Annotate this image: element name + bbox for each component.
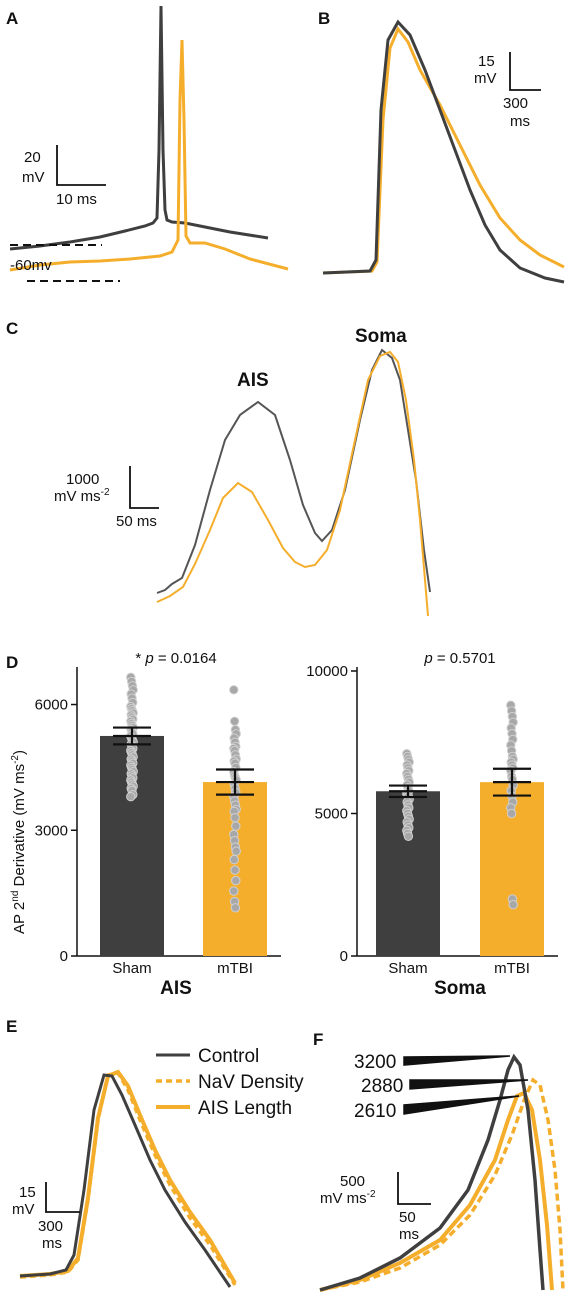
trace-b-control (322, 19, 565, 284)
soma-point (506, 808, 517, 819)
scalebar-f (397, 1172, 431, 1205)
ais-xtick-label-0: Sham (112, 960, 151, 977)
legend: Control NaV Density AIS Length (156, 1046, 304, 1119)
callout-2610 (403, 1095, 520, 1115)
scalebar-c-y-unit: mV ms (54, 488, 101, 505)
scalebar-b-x-value: 300 (503, 95, 528, 112)
scalebar-e (45, 1182, 80, 1213)
ais-chart-title: AIS (160, 978, 192, 999)
trace-f-nav (319, 1077, 565, 1292)
scalebar-f-y-value: 500 (340, 1173, 365, 1190)
callout-2880 (409, 1079, 529, 1090)
soma-xtick-label-1: mTBI (494, 960, 530, 977)
scalebar-e-y-unit: mV (12, 1201, 35, 1218)
ais-xtick-label-1: mTBI (217, 960, 253, 977)
ais-ytick-label-2: 6000 (35, 697, 68, 714)
d-ylabel-sup2: -2 (10, 755, 21, 764)
soma-xtick-label-0: Sham (388, 960, 427, 977)
panel-label-b: B (318, 9, 330, 28)
trace-f-ais (319, 1090, 554, 1292)
scalebar-c-y-exp: -2 (101, 487, 110, 498)
soma-point (403, 831, 414, 841)
scalebar-a-x: 10 ms (56, 191, 97, 208)
scalebar-c-y-value: 1000 (66, 471, 99, 488)
scalebar-c-x: 50 ms (116, 513, 157, 530)
scalebar-f-x-unit: ms (399, 1226, 419, 1243)
ais-point (229, 685, 239, 695)
d-ylabel-pre: AP 2 (11, 902, 28, 934)
panel-c: AIS Soma 1000 mV ms-2 50 ms (54, 326, 431, 617)
trace-a-mtbi (9, 39, 289, 272)
trace-c-control (156, 348, 431, 594)
d-ylabel-sup: nd (10, 891, 21, 902)
ais-stat-label: * p = 0.0164 (135, 650, 216, 667)
soma-point (508, 900, 518, 910)
trace-c-mtbi (156, 350, 429, 617)
ais-point (231, 875, 241, 886)
scalebar-f-y-unit-group: mV ms-2 (320, 1189, 376, 1207)
scalebar-e-y-value: 15 (19, 1184, 36, 1201)
soma-ytick-label-2: 10000 (306, 663, 348, 680)
trace-e-control (19, 1073, 232, 1288)
scalebar-b-y-value: 15 (478, 53, 495, 70)
peak-label-2880: 2880 (361, 1076, 403, 1097)
ais-point (229, 716, 240, 726)
scalebar-a (56, 145, 106, 186)
callout-3200 (403, 1055, 511, 1066)
peak-label-3200: 3200 (354, 1052, 396, 1073)
d-ais-chart: 0 3000 6000 Sham mTBI AIS * p = 0.0164 (35, 650, 281, 999)
trace-b-mtbi (322, 26, 565, 275)
legend-label-ais: AIS Length (198, 1098, 292, 1119)
c-soma-label: Soma (355, 326, 407, 347)
trace-f-control (319, 1053, 545, 1292)
ais-point (126, 792, 136, 802)
ais-point (229, 886, 239, 896)
scalebar-c (129, 466, 159, 509)
d-ylabel-mid: Derivative (mV ms (11, 764, 28, 891)
panel-e: 15 mV 300 ms (12, 1069, 237, 1288)
panel-label-f: F (313, 1030, 323, 1049)
panel-label-d: D (6, 653, 18, 672)
ais-point (229, 854, 239, 865)
ais-point (230, 903, 241, 913)
soma-ytick-label-0: 0 (340, 948, 348, 965)
ais-point (230, 812, 240, 823)
c-ais-label: AIS (237, 370, 269, 391)
ais-point (230, 865, 240, 875)
baseline-label: -60mv (10, 257, 52, 274)
panel-a: -60mv 20 mV 10 ms (9, 5, 289, 282)
scalebar-b-y-unit: mV (474, 70, 497, 87)
ais-point (231, 821, 241, 831)
scalebar-e-x-value: 300 (38, 1218, 63, 1235)
ais-ytick-label-1: 3000 (35, 822, 68, 839)
d-ylabel-post: ) (11, 750, 28, 755)
d-y-axis-label: AP 2nd Derivative (mV ms-2) (10, 750, 28, 934)
soma-chart-title: Soma (434, 978, 486, 999)
d-soma-chart: 0 5000 10000 Sham mTBI Soma p = 0.5701 (306, 650, 558, 999)
scalebar-f-x-value: 50 (399, 1209, 416, 1226)
panel-label-e: E (6, 1017, 17, 1036)
trace-e-ais (19, 1069, 237, 1285)
scalebar-a-y-unit: mV (22, 169, 45, 186)
scalebar-e-x-unit: ms (42, 1235, 62, 1252)
scalebar-f-y-unit: mV ms (320, 1190, 367, 1207)
legend-label-control: Control (198, 1046, 259, 1067)
scalebar-b-x-unit: ms (510, 113, 530, 130)
scalebar-b (509, 52, 541, 91)
trace-a-control (9, 5, 269, 251)
panel-label-a: A (6, 9, 18, 28)
ais-point (231, 846, 241, 856)
scalebar-f-y-exp: -2 (367, 1189, 376, 1200)
scalebar-a-y-value: 20 (24, 149, 41, 166)
panel-label-c: C (6, 319, 18, 338)
soma-stat-label: p = 0.5701 (423, 650, 495, 667)
ais-ytick-label-0: 0 (60, 948, 68, 965)
panel-f: 3200 2880 2610 500 mV ms-2 50 ms (319, 1052, 565, 1292)
legend-label-nav: NaV Density (198, 1072, 304, 1093)
peak-label-2610: 2610 (354, 1101, 396, 1122)
panel-b: 15 mV 300 ms (322, 19, 565, 284)
soma-ytick-label-1: 5000 (315, 806, 348, 823)
scalebar-c-y-unit-group: mV ms-2 (54, 487, 110, 505)
